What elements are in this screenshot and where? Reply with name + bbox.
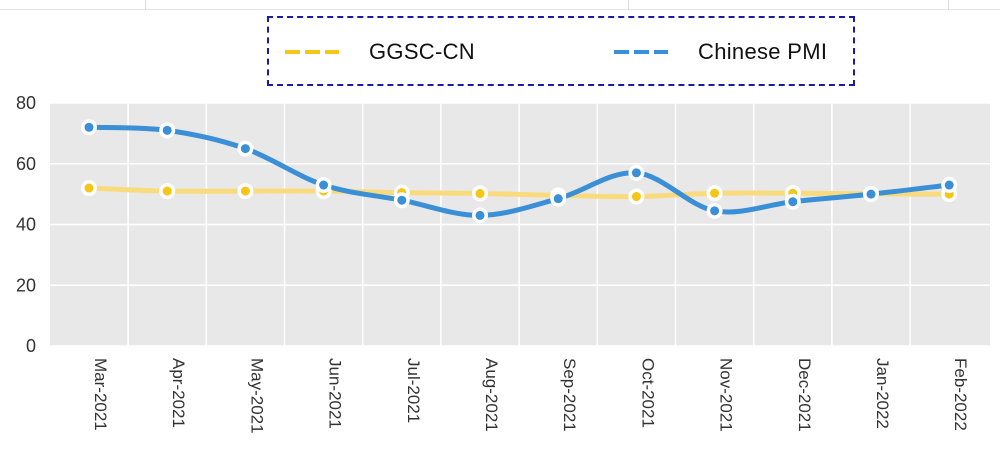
data-point-chinese-pmi: [397, 195, 407, 205]
data-point-chinese-pmi: [710, 206, 720, 216]
x-tick-label: Jul-2021: [404, 358, 423, 423]
x-tick-label: Jan-2022: [873, 358, 892, 429]
data-point-ggsc-cn: [240, 186, 250, 196]
x-tick-label: Sep-2021: [560, 358, 579, 432]
data-point-chinese-pmi: [240, 144, 250, 154]
x-tick-label: May-2021: [247, 358, 266, 434]
y-tick-label: 0: [26, 336, 36, 356]
data-point-ggsc-cn: [84, 183, 94, 193]
legend-label-chinese-pmi: Chinese PMI: [698, 39, 828, 64]
y-tick-label: 40: [16, 215, 36, 235]
data-point-chinese-pmi: [319, 180, 329, 190]
legend-swatch-chinese-pmi: [614, 50, 668, 54]
top-divider-tick: [948, 0, 949, 10]
x-tick-label: Oct-2021: [638, 358, 657, 428]
x-tick-label: Aug-2021: [482, 358, 501, 432]
x-tick-label: Dec-2021: [795, 358, 814, 432]
y-tick-label: 60: [16, 154, 36, 174]
data-point-ggsc-cn: [162, 186, 172, 196]
data-point-chinese-pmi: [631, 168, 641, 178]
data-point-chinese-pmi: [788, 197, 798, 207]
top-border: [0, 0, 1000, 10]
y-tick-label: 20: [16, 275, 36, 295]
x-tick-label: Nov-2021: [717, 358, 736, 432]
data-point-chinese-pmi: [475, 210, 485, 220]
data-point-chinese-pmi: [553, 194, 563, 204]
data-point-ggsc-cn: [631, 192, 641, 202]
x-tick-label: Apr-2021: [169, 358, 188, 428]
legend-item-chinese-pmi[interactable]: Chinese PMI: [614, 38, 827, 66]
data-point-ggsc-cn: [710, 188, 720, 198]
data-point-chinese-pmi: [866, 189, 876, 199]
legend-swatch-ggsc-cn: [285, 50, 339, 54]
top-divider-tick: [145, 0, 146, 10]
x-tick-label: Feb-2022: [951, 358, 970, 431]
chart-legend: GGSC-CN Chinese PMI: [267, 16, 855, 86]
legend-item-ggsc-cn[interactable]: GGSC-CN: [285, 38, 475, 66]
x-tick-label: Jun-2021: [326, 358, 345, 429]
data-point-chinese-pmi: [944, 180, 954, 190]
top-divider-tick: [628, 0, 629, 10]
data-point-ggsc-cn: [475, 189, 485, 199]
data-point-chinese-pmi: [84, 122, 94, 132]
x-tick-label: Mar-2021: [91, 358, 110, 431]
data-point-chinese-pmi: [162, 125, 172, 135]
legend-label-ggsc-cn: GGSC-CN: [369, 39, 475, 64]
y-tick-label: 80: [16, 93, 36, 113]
